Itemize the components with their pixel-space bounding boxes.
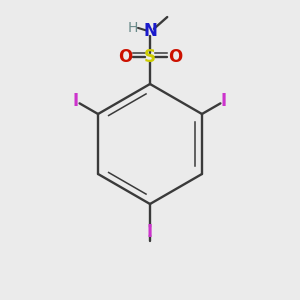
Text: O: O bbox=[168, 48, 182, 66]
Text: O: O bbox=[118, 48, 132, 66]
Text: I: I bbox=[147, 223, 153, 241]
Text: S: S bbox=[144, 48, 156, 66]
Text: I: I bbox=[221, 92, 227, 110]
Text: N: N bbox=[143, 22, 157, 40]
Text: I: I bbox=[73, 92, 79, 110]
Text: H: H bbox=[128, 21, 138, 35]
